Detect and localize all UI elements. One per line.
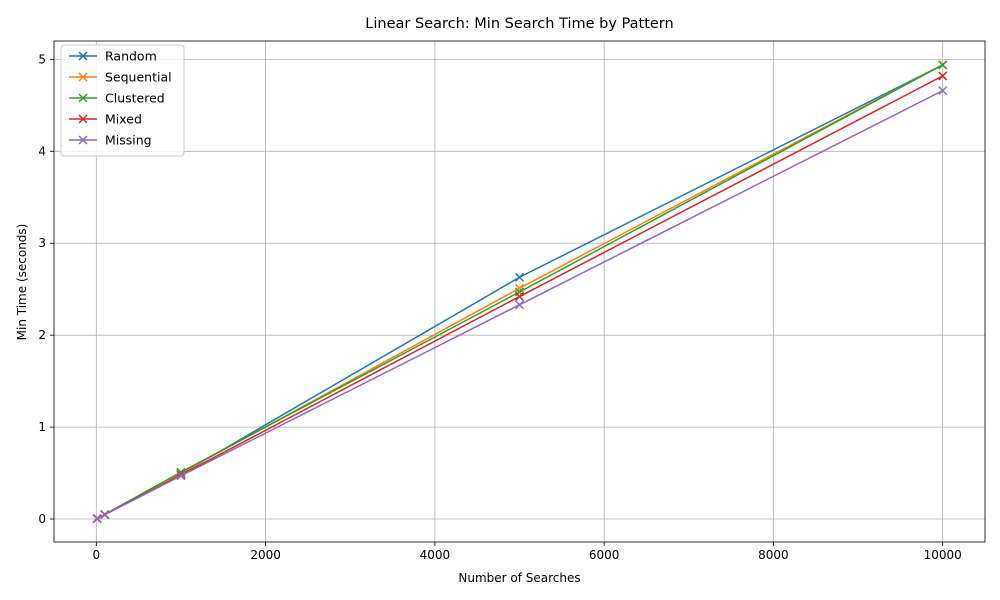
x-tick-label: 2000 [250, 548, 281, 562]
legend-marker [78, 135, 88, 145]
x-tick-label: 10000 [924, 548, 962, 562]
gridlines [54, 41, 985, 542]
series-layer [92, 60, 948, 524]
data-point [92, 514, 102, 524]
x-tick-label: 4000 [420, 548, 451, 562]
legend: Random Sequential Clustered Mixed Missing [60, 44, 185, 157]
data-point [938, 71, 948, 81]
data-point [176, 471, 186, 481]
x-tick-label: 8000 [758, 548, 789, 562]
legend-label: Random [105, 49, 157, 64]
legend-entry: Random [69, 49, 157, 64]
legend-box [60, 44, 185, 157]
data-point [514, 292, 525, 302]
legend-marker [78, 114, 88, 124]
x-tick-label: 0 [92, 548, 100, 562]
x-tick-label: 6000 [589, 548, 620, 562]
y-tick-label: 5 [38, 52, 46, 66]
legend-marker [78, 93, 88, 103]
plot-frame [53, 40, 986, 543]
legend-entry: Missing [69, 133, 152, 148]
legend-marker [78, 51, 88, 61]
y-tick-label: 1 [38, 420, 46, 434]
data-point [100, 510, 110, 520]
y-axis-ticks: 0 1 2 3 4 5 [38, 52, 54, 526]
series-missing [92, 86, 948, 524]
legend-marker [78, 72, 88, 82]
legend-label: Sequential [105, 70, 172, 85]
data-point [938, 86, 948, 96]
legend-label: Clustered [105, 91, 165, 106]
y-tick-label: 3 [38, 236, 46, 250]
legend-entry: Sequential [69, 70, 172, 85]
data-point [938, 60, 948, 70]
legend-entry: Mixed [69, 112, 142, 127]
y-axis-label: Min Time (seconds) [15, 224, 29, 341]
data-point [514, 272, 525, 282]
legend-label: Mixed [105, 112, 142, 127]
data-point [514, 300, 525, 310]
legend-entry: Clustered [69, 91, 165, 106]
chart-title: Linear Search: Min Search Time by Patter… [365, 16, 673, 32]
x-axis-label: Number of Searches [458, 571, 580, 585]
y-tick-label: 2 [38, 328, 46, 342]
y-tick-label: 4 [38, 144, 46, 158]
y-tick-label: 0 [38, 512, 46, 526]
x-axis-ticks: 0 2000 4000 6000 8000 10000 [92, 542, 962, 562]
legend-label: Missing [105, 133, 152, 148]
